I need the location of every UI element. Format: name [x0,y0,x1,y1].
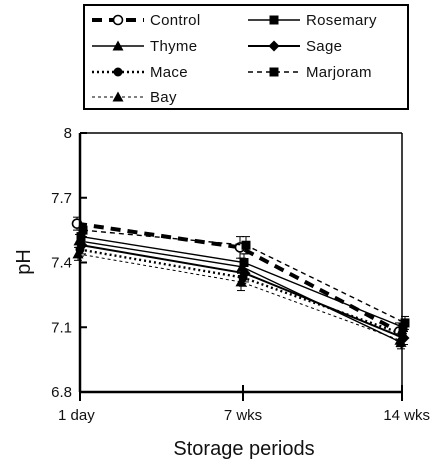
data-point-marjoram [241,240,251,250]
legend-item-mace: Mace [92,64,188,81]
legend-marker [112,14,124,26]
legend: Control Rosemary Thyme Sage Mace Marjoram Bay [83,4,409,110]
legend-marker [268,40,280,52]
legend-item-control: Control [92,12,200,29]
legend-label: Marjoram [306,64,372,81]
y-tick-label: 7.4 [51,255,72,272]
legend-label: Bay [150,89,177,106]
legend-item-thyme: Thyme [92,38,197,55]
y-tick-label: 7.7 [51,190,72,207]
y-tick-label: 8 [64,125,72,142]
y-tick-label: 7.1 [51,319,72,336]
series-line-control [76,221,400,334]
legend-marker [269,15,279,25]
legend-label: Mace [150,64,188,81]
series-mace [75,242,407,341]
legend-label: Rosemary [306,12,377,29]
legend-item-marjoram: Marjoram [248,64,372,81]
legend-item-bay: Bay [92,89,177,106]
data-point-marjoram [400,318,410,328]
data-point-marjoram [78,225,88,235]
legend-box [83,4,409,110]
x-tick-label: 1 day [58,407,95,424]
axis-ticks: 6.8 7.1 7.4 7.7 8 1 day 7 wks 14 wks [51,125,430,424]
series-line-bay [77,253,401,341]
y-axis-title: pH [13,249,35,275]
x-tick-label: 14 wks [383,407,430,424]
data-point-rosemary [239,258,249,267]
x-axis-title: Storage periods [173,438,314,460]
legend-item-rosemary: Rosemary [248,12,377,29]
x-tick-label: 7 wks [224,407,262,424]
legend-marker [112,91,124,102]
legend-item-sage: Sage [248,38,342,55]
legend-label: Sage [306,38,342,55]
data-point-bay [235,276,247,287]
legend-label: Control [150,12,200,29]
legend-marker [112,40,124,51]
legend-label: Thyme [150,38,197,55]
y-tick-label: 6.8 [51,384,72,401]
series-layer [71,216,410,350]
legend-marker [113,67,123,77]
series-control [71,216,405,341]
legend-marker [269,67,279,77]
